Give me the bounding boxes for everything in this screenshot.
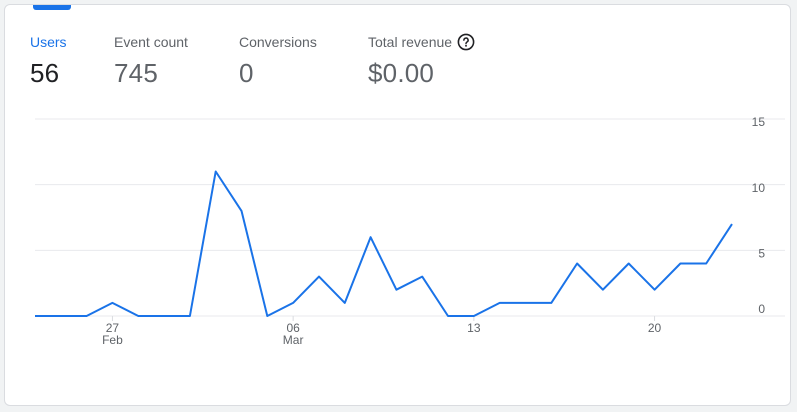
x-tick-sublabel: Feb [102, 333, 123, 347]
data-point [342, 300, 347, 305]
metric-value-total-revenue: $0.00 [368, 58, 435, 88]
data-point [291, 300, 296, 305]
data-point [213, 169, 218, 174]
data-point [368, 235, 373, 240]
data-point [420, 274, 425, 279]
x-tick-label: 27 [106, 321, 120, 335]
data-point [84, 314, 89, 319]
metric-value-event-count: 745 [114, 58, 158, 88]
data-point [549, 300, 554, 305]
metric-tab-conversions[interactable]: Conversions 0 [239, 33, 317, 87]
data-point [600, 287, 605, 292]
y-tick-label: 5 [758, 247, 765, 261]
data-point [33, 314, 38, 319]
y-tick-label: 15 [752, 115, 766, 129]
data-point [394, 287, 399, 292]
metric-tab-total-revenue[interactable]: Total revenue $0.00 [368, 33, 475, 87]
x-tick-label: 20 [648, 321, 662, 335]
x-tick-label: 06 [286, 321, 300, 335]
data-point [58, 314, 63, 319]
help-circle-icon[interactable] [457, 33, 475, 51]
y-tick-label: 0 [758, 302, 765, 316]
metric-value-conversions: 0 [239, 58, 254, 88]
x-tick-label: 13 [467, 321, 481, 335]
data-point [316, 274, 321, 279]
users-series-line [35, 170, 733, 317]
metric-value-users: 56 [30, 58, 60, 88]
data-point [187, 314, 192, 319]
metric-label-event-count: Event count [114, 34, 188, 50]
metric-tab-users[interactable]: Users 56 [30, 33, 67, 87]
data-point [678, 261, 683, 266]
data-point [730, 222, 735, 227]
data-point [265, 314, 270, 319]
data-point [704, 261, 709, 266]
data-point [162, 314, 167, 319]
metric-label-users: Users [30, 34, 67, 50]
data-point [523, 300, 528, 305]
y-tick-label: 10 [752, 181, 766, 195]
metric-label-conversions: Conversions [239, 34, 317, 50]
data-point [652, 287, 657, 292]
data-point [575, 261, 580, 266]
metric-tab-event-count[interactable]: Event count 745 [114, 33, 188, 87]
data-point [110, 300, 115, 305]
active-tab-indicator [33, 5, 71, 10]
data-point [626, 261, 631, 266]
users-overview-card: Users 56 Event count 745 Conversions 0 T… [4, 4, 791, 406]
data-point [136, 314, 141, 319]
metric-label-total-revenue: Total revenue [368, 34, 453, 50]
metric-label-total-revenue-row: Total revenue [368, 33, 475, 51]
data-point [239, 208, 244, 213]
data-point [497, 300, 502, 305]
data-point [446, 314, 451, 319]
x-tick-sublabel: Mar [283, 333, 304, 347]
data-point [471, 314, 476, 319]
